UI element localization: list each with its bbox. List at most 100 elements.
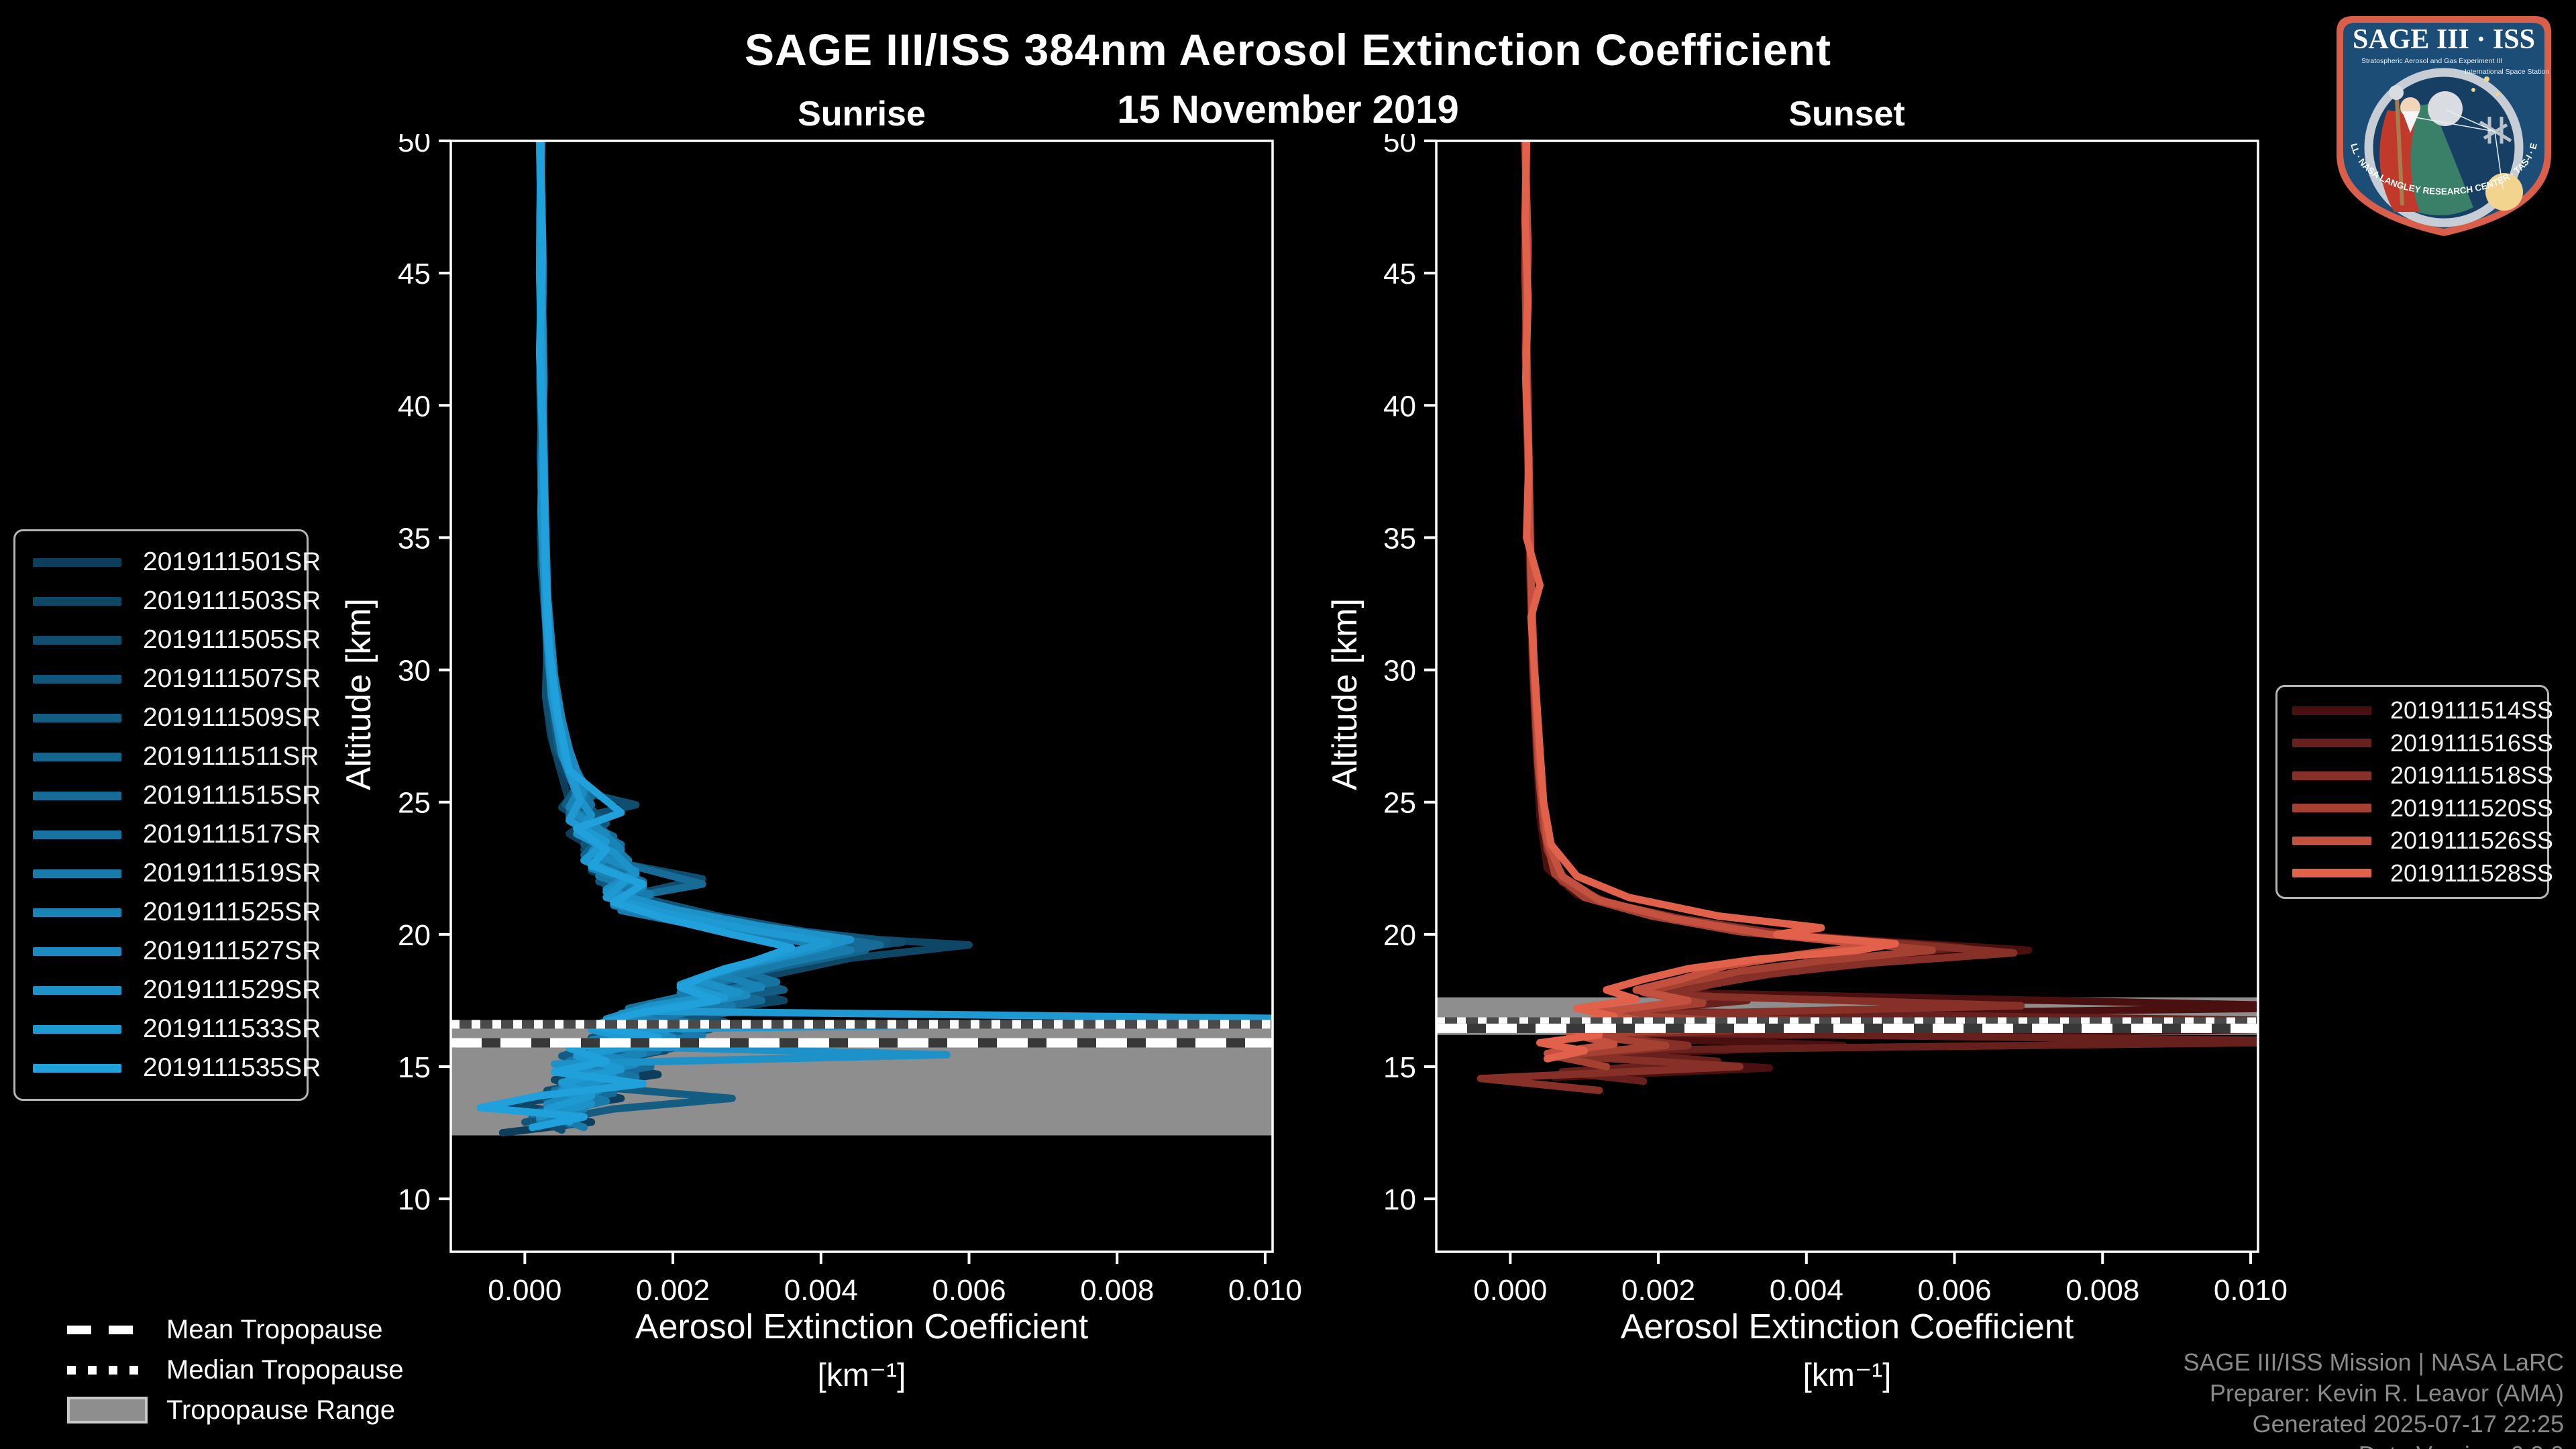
series-line-2019111528SS — [1521, 141, 1899, 1063]
legend-item: 2019111515SR — [15, 781, 321, 810]
logo-stars — [2471, 76, 2500, 96]
series-line-2019111518SS — [1477, 141, 2025, 1094]
series-line-2019111514SS — [1521, 141, 2258, 1081]
logo-title: SAGE III · ISS — [2353, 24, 2535, 55]
series-line-2019111526SS — [1521, 141, 1877, 1057]
legend-line-swatch — [33, 947, 121, 956]
logo-sun — [2485, 173, 2523, 211]
y-tick-label: 20 — [398, 919, 431, 952]
legend-event-id-label: 2019111527SR — [143, 936, 321, 965]
sunset-legend: 2019111514SS 2019111516SS 2019111518SS 2019… — [2275, 685, 2553, 899]
sunrise-x-axis-label: Aerosol Extinction Coefficient — [635, 1307, 1089, 1346]
x-tick-label: 0.004 — [1770, 1274, 1843, 1307]
legend-line-swatch — [33, 596, 121, 606]
sunset-y-axis-label: Altitude [km] — [1326, 598, 1364, 791]
sunset-x-axis-label: Aerosol Extinction Coefficient — [1620, 1307, 2074, 1346]
logo-sight-lines — [2411, 109, 2504, 190]
y-tick-label: 45 — [398, 258, 431, 290]
legend-line-swatch — [33, 557, 121, 567]
y-tick-label: 15 — [398, 1051, 431, 1084]
legend-line-swatch — [33, 674, 121, 684]
legend-line-swatch — [2292, 804, 2371, 813]
logo-subtitle-right: International Space Station — [2465, 68, 2549, 76]
legend-event-id-label: 2019111519SR — [143, 859, 321, 888]
legend-item: 2019111535SR — [15, 1053, 321, 1083]
logo-moon — [2428, 91, 2463, 126]
credits-block: SAGE III/ISS Mission | NASA LaRC Prepare… — [2183, 1347, 2564, 1449]
x-tick-label: 0.000 — [488, 1274, 561, 1307]
x-tick-label: 0.006 — [932, 1274, 1006, 1307]
preparer-credit: Preparer: Kevin R. Leavor (AMA) — [2209, 1379, 2564, 1407]
sunset-chart-svg: 0.000 0.002 0.004 0.006 0.008 0.010 10 15 20 25 30… — [1383, 134, 2288, 1307]
generated-timestamp: Generated 2025-07-17 22:25 — [2252, 1410, 2564, 1438]
y-tick-label: 50 — [1383, 134, 1416, 158]
y-tick-label: 50 — [398, 134, 431, 158]
plot-frame — [1435, 140, 2259, 1253]
legend-event-id-label: 2019111515SR — [143, 781, 321, 810]
mission-credit: SAGE III/ISS Mission | NASA LaRC — [2183, 1348, 2564, 1376]
legend-line-swatch — [2292, 771, 2371, 780]
series-line-2019111533SR — [535, 141, 1273, 1126]
y-tick-label: 25 — [1383, 787, 1416, 820]
legend-line-swatch — [33, 1024, 121, 1034]
y-tick-label: 25 — [398, 787, 431, 820]
x-tick-label: 0.002 — [1621, 1274, 1695, 1307]
legend-line-swatch — [2292, 869, 2371, 878]
legend-item: 2019111519SR — [15, 859, 321, 888]
logo-staff — [2395, 97, 2404, 206]
tropopause-range-swatch — [67, 1397, 148, 1424]
x-tick-label: 0.010 — [2214, 1274, 2288, 1307]
legend-line-swatch — [33, 752, 121, 761]
legend-item: 2019111503SR — [15, 586, 321, 616]
legend-event-id-label: 2019111525SR — [143, 898, 321, 926]
y-tick-label: 45 — [1383, 258, 1416, 290]
date-subtitle: 15 November 2019 — [1117, 88, 1459, 131]
y-tick-label: 30 — [1383, 655, 1416, 688]
x-tick-label: 0.000 — [1473, 1274, 1547, 1307]
y-tick-label: 10 — [398, 1183, 431, 1216]
legend-event-id-label: 2019111516SS — [2390, 729, 2553, 757]
legend-item: 2019111518SS — [2277, 761, 2553, 790]
legend-event-id-label: 2019111533SR — [143, 1014, 321, 1043]
y-tick-label: 20 — [1383, 919, 1416, 952]
legend-event-id-label: 2019111511SR — [143, 742, 319, 771]
x-tick-label: 0.004 — [784, 1274, 858, 1307]
sunrise-chart-svg: 0.000 0.002 0.004 0.006 0.008 0.010 10 15 20 25 30… — [398, 134, 1302, 1307]
logo-staff-orb — [2389, 85, 2404, 100]
median-tropopause-label: Median Tropopause — [166, 1354, 404, 1385]
legend-event-id-label: 2019111505SR — [143, 625, 321, 654]
legend-item: 2019111520SS — [2277, 794, 2553, 822]
legend-line-swatch — [2292, 706, 2371, 715]
legend-item: 2019111511SR — [15, 742, 319, 771]
legend-event-id-label: 2019111501SR — [143, 547, 321, 576]
sunset-x-axis-units: [km⁻¹] — [1803, 1358, 1892, 1393]
y-tick-label: 40 — [1383, 390, 1416, 423]
legend-item: 2019111501SR — [15, 547, 321, 577]
legend-line-swatch — [33, 869, 121, 878]
legend-event-id-label: 2019111518SS — [2390, 761, 2553, 790]
plot-frame — [449, 140, 1274, 1253]
sunset-panel-title: Sunset — [1788, 95, 1905, 133]
sunrise-x-axis-units: [km⁻¹] — [817, 1358, 906, 1393]
y-tick-label: 35 — [1383, 522, 1416, 555]
y-tick-label: 10 — [1383, 1183, 1416, 1216]
legend-line-swatch — [2292, 836, 2371, 845]
legend-event-id-label: 2019111520SS — [2390, 794, 2553, 822]
sunrise-legend: 2019111501SR 2019111503SR 2019111505SR 2019… — [13, 529, 321, 1101]
legend-event-id-label: 2019111529SR — [143, 975, 321, 1004]
x-tick-label: 0.008 — [2065, 1274, 2139, 1307]
mean-tropopause-label: Mean Tropopause — [166, 1314, 383, 1344]
legend-item: 2019111514SS — [2277, 696, 2553, 724]
legend-item: 2019111527SR — [15, 936, 321, 966]
page-title: SAGE III/ISS 384nm Aerosol Extinction Co… — [745, 25, 1831, 74]
legend-item: 2019111517SR — [15, 820, 321, 849]
mean-tropopause-dash-swatch — [67, 1325, 148, 1334]
y-tick-label: 35 — [398, 522, 431, 555]
legend-event-id-label: 2019111514SS — [2390, 696, 2553, 724]
legend-event-id-label: 2019111535SR — [143, 1053, 321, 1082]
legend-event-id-label: 2019111528SS — [2390, 859, 2553, 887]
legend-item: 2019111526SS — [2277, 826, 2553, 855]
legend-event-id-label: 2019111509SR — [143, 703, 321, 732]
legend-item-mean-tropopause: Mean Tropopause — [67, 1309, 404, 1350]
x-tick-label: 0.010 — [1228, 1274, 1302, 1307]
